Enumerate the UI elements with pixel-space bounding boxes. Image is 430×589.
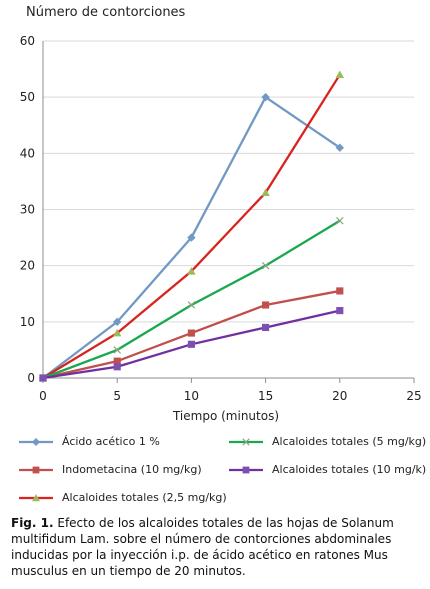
legend-item: Indometacina (10 mg/kg) xyxy=(18,463,202,476)
data-point xyxy=(39,374,47,382)
data-point xyxy=(187,329,195,337)
series-lines xyxy=(38,70,344,383)
legend-item: Alcaloides totales (5 mg/kg) xyxy=(228,435,426,448)
data-point xyxy=(113,317,122,327)
data-point xyxy=(242,437,250,446)
series-group xyxy=(39,307,344,382)
y-tick-label: 0 xyxy=(27,371,35,385)
legend-label: Alcaloides totales (5 mg/kg) xyxy=(272,435,427,448)
data-point xyxy=(336,216,344,225)
axes xyxy=(42,41,415,383)
data-point xyxy=(32,466,40,473)
y-tick-label: 30 xyxy=(20,203,35,217)
y-tick-label: 50 xyxy=(20,90,35,104)
x-tick-label: 10 xyxy=(184,389,199,403)
y-tick-label: 40 xyxy=(20,146,35,160)
data-point xyxy=(113,328,122,337)
y-tick-label: 10 xyxy=(20,315,35,329)
legend-swatch xyxy=(19,466,53,473)
x-tick-label: 5 xyxy=(113,389,121,403)
line-chart: 0 10 20 30 40 50 60 0 5 10 15 20 25 Tiempo (minutos… xyxy=(20,34,422,423)
data-point xyxy=(187,340,195,348)
legend: Ácido acético 1 % Indometacina (10 mg/kg)… xyxy=(0,425,430,515)
data-point xyxy=(187,233,196,242)
x-tick-label: 25 xyxy=(406,389,421,403)
legend-item: Ácido acético 1 % xyxy=(18,435,160,448)
data-point xyxy=(261,188,270,197)
y-tick-label: 60 xyxy=(20,34,35,48)
data-point xyxy=(335,143,344,152)
legend-label: Indometacina (10 mg/kg) xyxy=(62,463,202,476)
legend-label: Alcaloides totales (2,5 mg/kg) xyxy=(62,491,227,504)
data-point xyxy=(113,357,121,365)
y-tick-label: 20 xyxy=(20,259,35,273)
y-axis-label: Número de contorciones xyxy=(26,5,186,20)
legend-swatch xyxy=(229,466,263,473)
x-tick-label: 0 xyxy=(39,389,47,403)
data-point xyxy=(336,287,344,295)
x-tick-label: 20 xyxy=(332,389,347,403)
x-axis-label: Tiempo (minutos) xyxy=(172,409,279,423)
data-point xyxy=(242,466,250,473)
legend-swatch xyxy=(229,437,263,446)
data-point xyxy=(261,92,270,102)
data-point xyxy=(187,267,196,275)
figure-caption: Fig. 1. Efecto de los alcaloides totales… xyxy=(11,515,421,579)
data-point xyxy=(113,346,121,354)
legend-swatch xyxy=(19,437,53,446)
legend-swatch xyxy=(19,493,53,501)
data-point xyxy=(32,493,40,501)
data-point xyxy=(32,437,40,446)
y-tick-labels: 0 10 20 30 40 50 60 xyxy=(20,34,35,385)
legend-label: Alcaloides totales (10 mg/k) xyxy=(272,463,427,476)
x-tick-label: 15 xyxy=(258,389,273,403)
data-point xyxy=(262,301,270,309)
data-point xyxy=(187,301,196,309)
data-point xyxy=(262,323,270,332)
data-point xyxy=(335,70,344,79)
data-point xyxy=(336,307,344,315)
legend-item: Alcaloides totales (10 mg/k) xyxy=(228,463,426,476)
caption-label: Fig. 1. xyxy=(11,516,54,530)
caption-text: Efecto de los alcaloides totales de las … xyxy=(11,516,394,578)
series-group xyxy=(38,92,344,383)
data-point xyxy=(261,261,270,270)
legend-label: Ácido acético 1 % xyxy=(62,435,160,448)
series-group xyxy=(39,287,344,382)
series-group xyxy=(39,216,344,382)
legend-item: Alcaloides totales (2,5 mg/kg) xyxy=(18,491,227,504)
data-point xyxy=(113,363,121,371)
x-tick-labels: 0 5 10 15 20 25 xyxy=(39,389,421,403)
gridlines xyxy=(43,40,414,323)
